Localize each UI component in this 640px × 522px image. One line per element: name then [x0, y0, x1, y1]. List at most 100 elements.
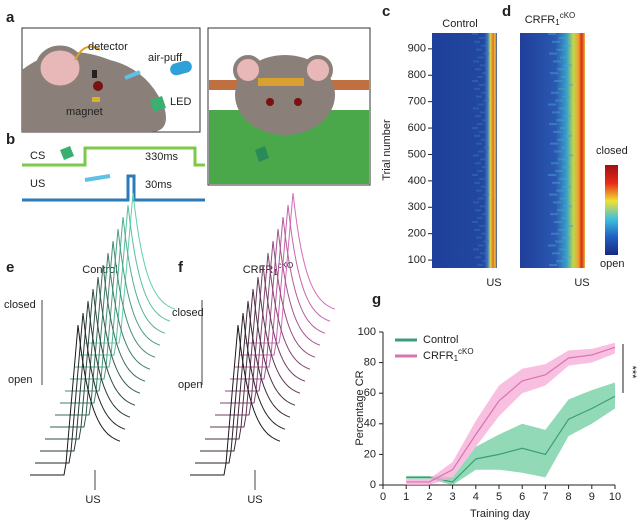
panel-label: e — [6, 259, 14, 276]
heatmap-row — [478, 197, 484, 200]
y-tick-label: 400 — [408, 175, 426, 187]
title-part: 1 — [555, 18, 560, 27]
heatmap-row — [563, 256, 571, 259]
x-tick-label: 5 — [496, 491, 502, 503]
trace — [30, 324, 121, 476]
title-part: cKO — [560, 11, 576, 20]
heatmap-row — [561, 76, 569, 79]
heatmap-row — [477, 264, 483, 267]
heatmap-row — [562, 236, 570, 239]
legend-part: cKO — [458, 347, 474, 356]
heatmap-row — [562, 95, 570, 98]
y-tick-label: 800 — [408, 69, 426, 81]
heatmap-row — [551, 232, 559, 235]
x-tick-label: 0 — [380, 491, 386, 503]
legend-part: 1 — [454, 354, 459, 363]
heatmap-row — [483, 146, 489, 149]
heatmap-row — [483, 52, 489, 55]
heatmap-row — [555, 240, 563, 243]
legend-label: CRFR1cKO — [423, 347, 474, 363]
label: open — [178, 379, 202, 391]
heatmap-row — [562, 166, 570, 169]
heatmap-row — [557, 209, 565, 212]
heatmap-row — [549, 264, 557, 267]
heatmap-row — [552, 111, 560, 114]
heatmap-row — [552, 252, 560, 255]
heatmap-row — [474, 134, 480, 137]
title-part: cKO — [278, 261, 294, 270]
colorbar-label: open — [600, 258, 624, 270]
heatmap-row — [556, 119, 564, 122]
heatmap-row — [479, 130, 485, 133]
heatmap-row — [473, 201, 479, 204]
panel-a-illustration — [21, 27, 371, 186]
heatmap-row — [479, 224, 485, 227]
heatmap-row — [475, 68, 481, 71]
x-tick-label: 3 — [450, 491, 456, 503]
trace — [195, 312, 286, 464]
heatmap-row — [476, 142, 482, 145]
label: closed — [4, 299, 36, 311]
heatmap-row — [548, 103, 556, 106]
heatmap-row — [564, 64, 572, 67]
panel-title: Control — [82, 264, 117, 276]
heatmap-row — [550, 142, 558, 145]
label: CS — [30, 150, 45, 162]
heatmap-row — [483, 193, 489, 196]
error-band — [406, 382, 615, 485]
heatmap-row — [480, 252, 486, 255]
x-axis-label: US — [85, 494, 100, 506]
y-axis-label: Trial number — [381, 119, 393, 181]
heatmap-row — [475, 209, 481, 212]
title-part: CRFR — [243, 264, 274, 276]
panel-label: b — [6, 131, 15, 148]
traces — [30, 192, 336, 490]
heatmap-row — [475, 162, 481, 165]
colorbar-label: closed — [596, 145, 628, 157]
heatmap-row — [552, 40, 560, 43]
heatmap-row — [553, 60, 561, 63]
y-tick-label: 300 — [408, 201, 426, 213]
heatmap-row — [481, 138, 487, 141]
heatmap-row — [556, 260, 564, 263]
label: detector — [88, 41, 128, 53]
heatmap-row — [473, 60, 479, 63]
heatmap-row — [478, 244, 484, 247]
heatmap-row — [549, 123, 557, 126]
label: open — [8, 374, 32, 386]
heatmap-row — [477, 76, 483, 79]
heatmap-row — [473, 107, 479, 110]
heatmap-row — [563, 115, 571, 118]
heatmap-row — [558, 87, 566, 90]
heatmap-row — [560, 56, 568, 59]
label: air-puff — [148, 52, 183, 64]
x-axis-label: US — [486, 277, 501, 289]
heatmap-row — [556, 48, 564, 51]
heatmap-row — [565, 154, 573, 157]
heatmap-row — [472, 127, 478, 129]
heatmap-row — [474, 228, 480, 231]
heatmap-row — [549, 52, 557, 55]
heatmap-row — [480, 205, 486, 208]
heatmap-row — [558, 228, 566, 231]
title-part: CRFR — [525, 14, 556, 26]
heatmap-row — [483, 99, 489, 102]
heatmap-row — [558, 158, 566, 161]
label: LED — [170, 96, 191, 108]
heatmap-row — [559, 177, 567, 180]
x-tick-label: 1 — [403, 491, 409, 503]
heatmap-row — [556, 189, 564, 192]
heatmap-row — [564, 134, 572, 137]
heatmap-row — [482, 119, 488, 122]
legend-label: Control — [423, 334, 458, 346]
heatmap-row — [475, 115, 481, 118]
heatmap-row — [553, 130, 561, 133]
heatmap-row — [557, 138, 565, 141]
panel-label: c — [382, 3, 390, 20]
x-axis-label: Training day — [470, 508, 531, 520]
heatmap-row — [479, 36, 485, 39]
heatmap-row — [555, 170, 563, 173]
heatmap-row — [483, 240, 489, 243]
heatmap-control — [432, 33, 497, 268]
